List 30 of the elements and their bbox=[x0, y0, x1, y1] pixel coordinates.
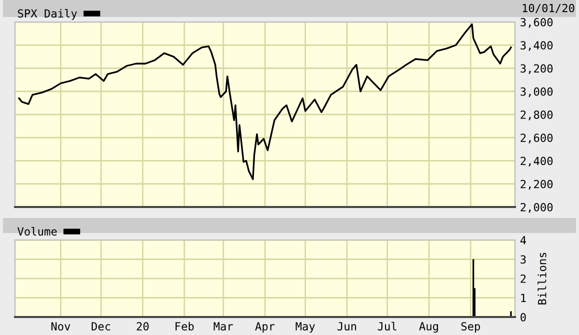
x-tick-label: Apr bbox=[255, 322, 275, 333]
x-tick-label: May bbox=[296, 322, 315, 333]
x-tick-label: 20 bbox=[136, 322, 149, 331]
y-tick-label: 3,600 bbox=[520, 18, 553, 28]
x-tick-label: Jun bbox=[338, 322, 356, 331]
y-tick-label: 2,000 bbox=[520, 203, 553, 213]
text: 10/01/20 bbox=[522, 4, 574, 14]
y-tick-label: 2 bbox=[520, 274, 526, 283]
y-tick-label: 3,200 bbox=[520, 64, 553, 74]
x-tick-label: Sep bbox=[461, 322, 480, 333]
x-tick-label: Dec bbox=[92, 322, 110, 331]
x-tick-label: Aug bbox=[419, 322, 438, 333]
y2-axis-title: Billions bbox=[538, 252, 546, 304]
y-tick-label: 2,400 bbox=[520, 156, 553, 167]
y-tick-label: 3 bbox=[520, 255, 526, 264]
legend-label: SPX Daily bbox=[18, 8, 77, 20]
line-series bbox=[18, 23, 512, 180]
y-tick-label: 3,000 bbox=[520, 87, 553, 98]
y-tick-label: 1 bbox=[521, 294, 526, 302]
x-tick-label: Jul bbox=[378, 322, 396, 331]
y-tick-label: 3,400 bbox=[520, 41, 553, 51]
y-tick-label: 2,800 bbox=[520, 110, 553, 120]
y-tick-label: 4 bbox=[520, 236, 526, 244]
y-tick-label: 2,200 bbox=[520, 180, 553, 190]
x-tick-label: Mar bbox=[214, 322, 233, 331]
y-tick-label: 2,600 bbox=[520, 134, 553, 144]
x-tick-label: Feb bbox=[176, 322, 194, 331]
legend-label: Volume bbox=[18, 226, 57, 236]
x-tick-label: Nov bbox=[51, 322, 70, 331]
y-tick-label: 0 bbox=[520, 313, 526, 322]
